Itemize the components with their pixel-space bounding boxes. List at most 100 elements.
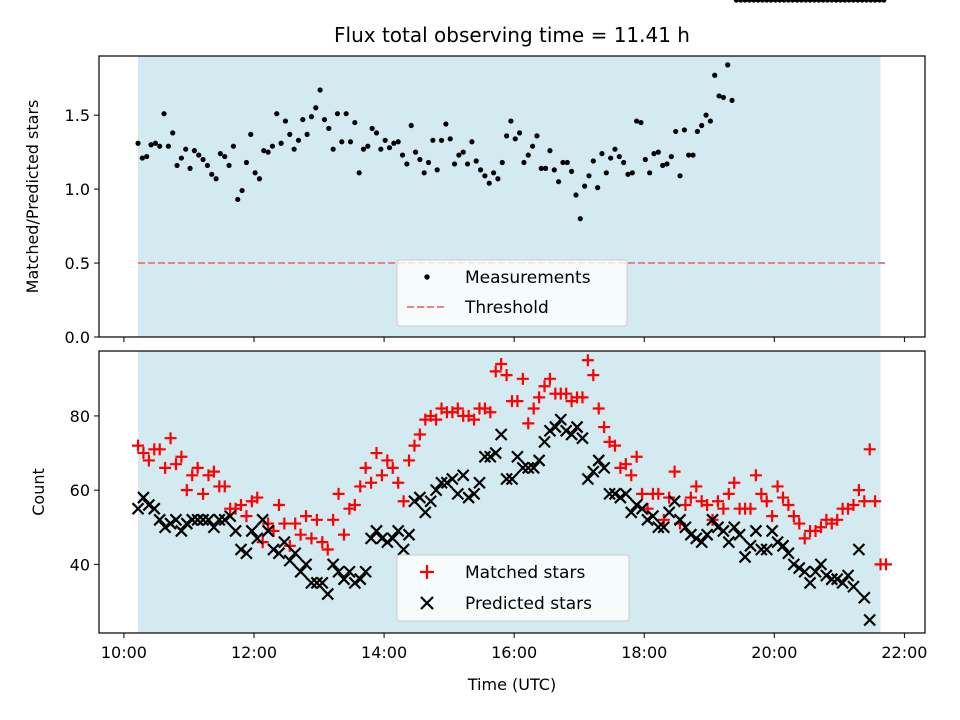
predicted-star-point	[673, 513, 687, 527]
predicted-star-point	[332, 565, 345, 579]
matched-star-point	[403, 454, 416, 467]
matched-star-point	[489, 365, 502, 378]
legend-matched-label: Matched stars	[465, 563, 585, 583]
measurement-point	[308, 114, 315, 120]
matched-star-point	[527, 402, 540, 415]
top-legend: Measurements Threshold	[396, 259, 628, 327]
matched-star-point	[787, 510, 800, 523]
predicted-star-point	[771, 535, 784, 549]
measurement-point	[304, 131, 310, 137]
measurement-point	[551, 167, 557, 173]
matched-star-point	[560, 387, 573, 400]
predicted-star-point	[679, 520, 692, 534]
measurement-point	[477, 167, 484, 173]
predicted-star-point	[337, 572, 351, 586]
measurement-point	[725, 62, 731, 68]
predicted-star-point	[662, 506, 676, 519]
matched-star-point	[679, 498, 692, 511]
matched-star-point	[132, 439, 145, 452]
measurement-point	[668, 153, 674, 160]
matched-star-point	[657, 513, 670, 526]
measurement-point	[330, 146, 336, 152]
matched-star-point	[495, 357, 508, 370]
measurement-point	[356, 170, 362, 176]
matched-star-point	[755, 487, 768, 500]
predicted-star-point	[700, 528, 714, 541]
measurement-point	[829, 0, 835, 3]
predicted-star-point	[283, 554, 297, 567]
predicted-star-point	[213, 513, 226, 527]
legend-threshold-label: Threshold	[464, 298, 549, 318]
y-tick-label: 1.0	[65, 180, 90, 199]
predicted-star-point	[467, 487, 481, 501]
predicted-star-point	[419, 506, 432, 519]
matched-star-point	[814, 521, 827, 534]
top-panel: 0.0 0.5 1.0 1.5 Matched/Predicted stars Mea…	[23, 0, 926, 347]
measurement-point	[434, 167, 440, 173]
legend-measurements-label: Measurements	[465, 268, 591, 288]
predicted-star-point	[603, 487, 616, 501]
measurement-point	[525, 152, 531, 158]
y-tick-label: 0.0	[65, 328, 90, 347]
measurement-point	[291, 146, 297, 152]
predicted-star-point	[841, 569, 855, 582]
measurement-point	[673, 128, 679, 135]
matched-star-point	[587, 369, 600, 382]
predicted-star-point	[473, 476, 486, 490]
matched-star-point	[408, 439, 421, 452]
measurement-point	[235, 196, 241, 203]
measurement-point	[469, 139, 475, 145]
matched-star-point	[500, 369, 513, 382]
measurement-point	[764, 0, 770, 3]
matched-star-point	[191, 461, 204, 474]
measurement-point	[512, 136, 518, 142]
predicted-star-point	[581, 472, 595, 486]
measurement-point	[759, 0, 766, 3]
measurement-point	[352, 119, 358, 126]
measurement-point	[642, 156, 648, 163]
measurement-point	[846, 0, 852, 3]
predicted-star-point	[424, 494, 437, 508]
predicted-star-point	[142, 498, 156, 512]
measurement-point	[803, 0, 809, 3]
measurement-point	[399, 152, 406, 158]
predicted-star-point	[836, 576, 849, 590]
top-y-axis-label: Matched/Predicted stars	[23, 100, 42, 294]
predicted-star-point	[440, 476, 454, 490]
predicted-star-point	[381, 535, 394, 549]
predicted-star-point	[500, 472, 513, 486]
matched-star-point	[332, 487, 345, 500]
measurement-point	[616, 153, 622, 160]
matched-star-point	[386, 461, 399, 474]
matched-star-point	[294, 528, 307, 541]
bottom-legend-box	[396, 554, 630, 622]
predicted-star-point	[158, 520, 172, 534]
measurement-point	[816, 0, 822, 3]
matched-star-point	[749, 469, 762, 482]
measurement-point	[560, 159, 566, 166]
matched-star-point	[164, 432, 177, 445]
measurement-point	[239, 187, 245, 194]
matched-star-point	[283, 539, 296, 552]
measurement-point	[590, 158, 596, 164]
measurement-point	[569, 168, 575, 174]
matched-star-point	[852, 484, 865, 497]
x-tick-label: 18:00	[621, 643, 667, 662]
matched-star-point	[159, 461, 172, 474]
predicted-star-point	[169, 513, 183, 527]
matched-star-point	[581, 354, 594, 367]
predicted-star-point	[494, 428, 508, 441]
matched-star-point	[760, 495, 773, 508]
measurement-point	[733, 0, 739, 3]
measurement-point	[599, 151, 605, 157]
measurement-point	[148, 142, 154, 148]
matched-star-point	[153, 443, 166, 456]
legend-predicted-marker	[420, 596, 434, 610]
matched-star-point	[397, 495, 410, 508]
measurement-point	[209, 171, 215, 177]
predicted-star-point	[175, 524, 188, 538]
matched-star-point	[180, 484, 193, 497]
predicted-star-point	[722, 535, 736, 549]
measurement-point	[482, 173, 488, 179]
